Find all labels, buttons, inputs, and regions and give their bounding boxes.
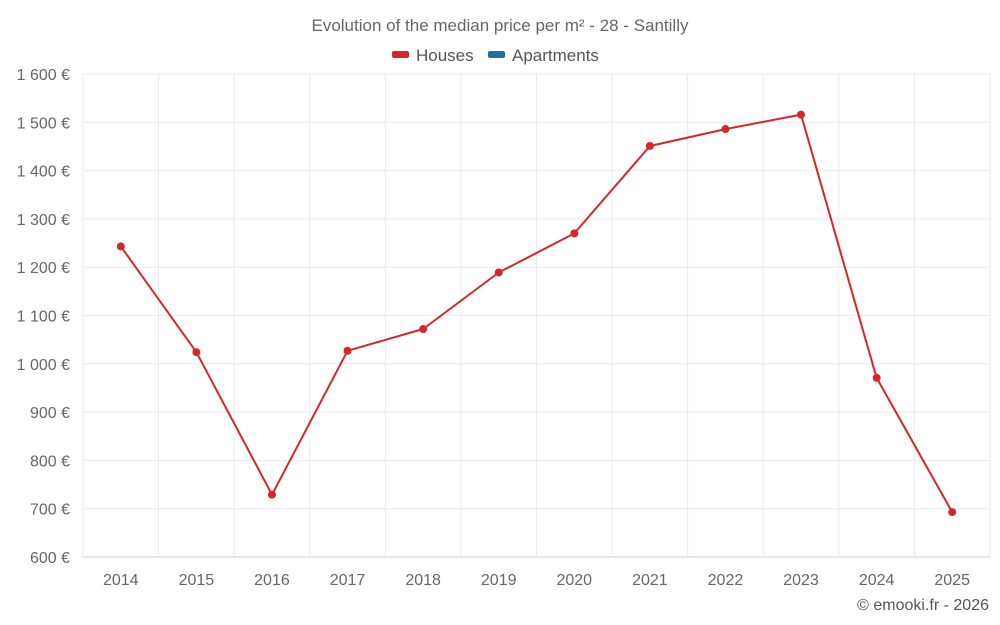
credit-text: © emooki.fr - 2026 xyxy=(857,597,989,614)
data-point-houses[interactable] xyxy=(494,268,503,277)
x-tick-label: 2024 xyxy=(859,572,895,589)
y-tick-label: 1 100 € xyxy=(17,309,70,326)
y-tick-label: 900 € xyxy=(30,405,70,422)
data-point-houses[interactable] xyxy=(645,141,654,150)
x-tick-label: 2014 xyxy=(103,572,139,589)
x-tick-label: 2017 xyxy=(330,572,366,589)
y-tick-label: 1 300 € xyxy=(17,212,70,229)
x-tick-label: 2019 xyxy=(481,572,517,589)
y-tick-label: 1 600 € xyxy=(17,67,70,84)
data-point-houses[interactable] xyxy=(116,242,125,251)
legend-label-houses: Houses xyxy=(416,46,474,65)
x-axis-labels: 2014 2015 2016 2017 2018 2019 2020 2021 2022 2023… xyxy=(103,572,970,589)
y-tick-label: 1 000 € xyxy=(17,357,70,374)
legend-label-apartments: Apartments xyxy=(512,46,599,65)
y-axis-labels: 600 € 700 € 800 € 900 € 1 000 € 1 100 € 1 200 … xyxy=(17,67,70,567)
x-tick-label: 2020 xyxy=(556,572,592,589)
legend-item-houses[interactable]: Houses xyxy=(392,46,474,65)
y-tick-label: 600 € xyxy=(30,550,70,567)
legend-swatch-apartments xyxy=(488,51,505,58)
chart-title: Evolution of the median price per m² - 2… xyxy=(311,16,689,35)
x-tick-label: 2023 xyxy=(783,572,819,589)
data-point-houses[interactable] xyxy=(419,325,428,334)
data-point-houses[interactable] xyxy=(872,373,881,382)
series-line-houses xyxy=(119,113,954,513)
data-point-houses[interactable] xyxy=(721,125,730,134)
x-tick-label: 2016 xyxy=(254,572,290,589)
legend: Houses Apartments xyxy=(392,46,599,65)
data-point-houses[interactable] xyxy=(192,348,201,357)
y-tick-label: 1 400 € xyxy=(17,164,70,181)
y-tick-label: 800 € xyxy=(30,453,70,470)
legend-item-apartments[interactable]: Apartments xyxy=(488,46,599,65)
data-point-houses[interactable] xyxy=(948,508,957,517)
y-tick-label: 1 500 € xyxy=(17,115,70,132)
y-tick-label: 1 200 € xyxy=(17,260,70,277)
data-point-houses[interactable] xyxy=(267,490,276,499)
data-point-houses[interactable] xyxy=(797,110,806,119)
x-gridlines xyxy=(82,74,991,557)
data-point-houses[interactable] xyxy=(570,229,579,238)
y-tick-label: 700 € xyxy=(30,502,70,519)
data-point-houses[interactable] xyxy=(343,346,352,355)
x-tick-label: 2018 xyxy=(405,572,441,589)
x-tick-label: 2022 xyxy=(708,572,744,589)
x-tick-label: 2015 xyxy=(179,572,215,589)
series-layer xyxy=(116,110,957,517)
x-tick-label: 2025 xyxy=(934,572,970,589)
x-tick-label: 2021 xyxy=(632,572,668,589)
legend-swatch-houses xyxy=(392,51,409,58)
